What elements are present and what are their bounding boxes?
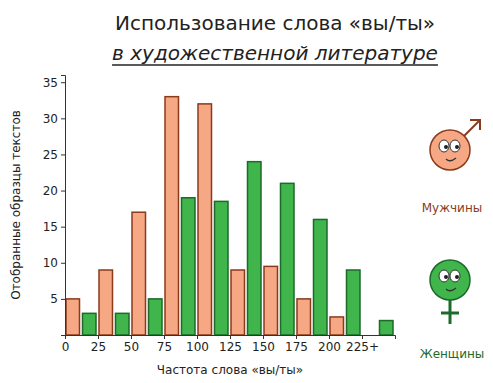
y-tick-label: 25 [43, 148, 58, 162]
y-tick-label: 15 [43, 220, 58, 234]
x-tick: 75 [157, 335, 172, 354]
y-tick: 35 [43, 76, 65, 90]
bar [99, 270, 113, 335]
x-tick-label: 0 [62, 340, 70, 354]
bars [66, 97, 393, 335]
bar [83, 313, 97, 335]
legend-label: Женщины [420, 347, 485, 361]
legend: Мужчины Женщины [420, 120, 485, 361]
y-axis: 5 10 15 20 25 30 35 [43, 76, 66, 336]
bar [248, 162, 262, 335]
y-tick-mark [61, 154, 65, 155]
x-tick-mark [131, 335, 132, 339]
x-tick: 100 [186, 335, 209, 354]
x-tick: 225+ [346, 335, 379, 354]
y-tick-label: 30 [43, 112, 58, 126]
y-tick-mark [61, 82, 65, 83]
x-tick-mark [263, 335, 264, 339]
bar [66, 299, 80, 335]
y-tick-mark [61, 191, 65, 192]
legend-icon [430, 120, 480, 170]
x-tick: 200 [318, 335, 341, 354]
y-tick-mark [61, 299, 65, 300]
x-tick-mark [197, 335, 198, 339]
bar [330, 317, 344, 335]
y-axis-line [61, 76, 66, 336]
x-tick: 50 [124, 335, 139, 354]
legend-label: Мужчины [422, 201, 482, 215]
y-tick-mark [61, 227, 65, 228]
bar [314, 219, 328, 335]
bar [198, 104, 212, 335]
y-axis-title: Отобранные образцы текстов [9, 110, 23, 300]
x-tick-label: 200 [318, 340, 341, 354]
y-tick: 10 [43, 256, 65, 270]
x-axis: 0 25 50 75 100 125 150 175 200 225+ [62, 335, 396, 354]
bar [116, 313, 130, 335]
x-axis-title: Частота слова «вы/ты» [157, 363, 303, 377]
y-tick-mark [61, 263, 65, 264]
y-tick-label: 5 [50, 292, 58, 306]
y-tick: 20 [43, 184, 65, 198]
y-tick: 30 [43, 112, 65, 126]
bar [297, 299, 311, 335]
subtitle-underline [112, 64, 438, 66]
y-tick: 15 [43, 220, 65, 234]
bar [231, 270, 245, 335]
x-tick-mark [98, 335, 99, 339]
y-tick-mark [61, 118, 65, 119]
x-tick: 125 [219, 335, 242, 354]
x-tick: 0 [62, 335, 70, 354]
y-tick-label: 10 [43, 256, 58, 270]
bar [347, 270, 361, 335]
legend-item: Женщины [420, 260, 485, 361]
y-tick-label: 35 [43, 76, 58, 90]
x-tick-label: 175 [285, 340, 308, 354]
y-tick-label: 20 [43, 184, 58, 198]
x-tick-label: 150 [252, 340, 275, 354]
legend-item: Мужчины [422, 120, 482, 215]
x-tick: 175 [285, 335, 308, 354]
bar [149, 299, 163, 335]
x-tick-mark [230, 335, 231, 339]
bar [215, 201, 229, 335]
x-tick: 25 [91, 335, 106, 354]
legend-icon [430, 260, 470, 324]
y-tick: 5 [50, 292, 65, 306]
x-tick-label: 125 [219, 340, 242, 354]
x-axis-line [66, 336, 396, 340]
bar [264, 266, 278, 335]
x-tick: 150 [252, 335, 275, 354]
x-tick-label: 225+ [346, 340, 379, 354]
bar [380, 321, 394, 335]
x-tick-label: 75 [157, 340, 172, 354]
bar [165, 97, 179, 335]
bar [182, 198, 196, 335]
x-tick-label: 100 [186, 340, 209, 354]
x-tick-label: 25 [91, 340, 106, 354]
subtitle: в художественной литературе [112, 41, 438, 65]
bar [363, 334, 377, 335]
x-tick-mark [164, 335, 165, 339]
x-tick-mark [362, 335, 363, 339]
bar [132, 212, 146, 335]
x-tick-mark [296, 335, 297, 339]
y-tick: 25 [43, 148, 65, 162]
bar [281, 183, 295, 335]
chart: Использование слова «вы/ты» в художествен… [0, 0, 493, 383]
title: Использование слова «вы/ты» [115, 11, 435, 35]
x-tick-mark [329, 335, 330, 339]
x-tick-label: 50 [124, 340, 139, 354]
